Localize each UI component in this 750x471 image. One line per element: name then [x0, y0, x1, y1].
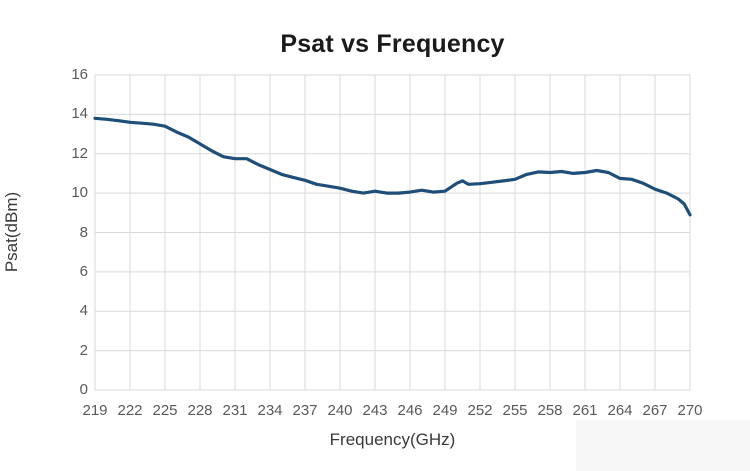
x-tick-label: 222	[117, 402, 143, 419]
x-tick-label: 231	[222, 402, 248, 419]
y-tick-label: 14	[71, 105, 88, 123]
x-tick-label: 234	[257, 402, 283, 419]
x-tick-label: 246	[397, 402, 423, 419]
y-tick-label: 4	[79, 302, 88, 320]
x-tick-label: 261	[572, 402, 598, 419]
watermark-area	[576, 420, 750, 471]
y-tick-label: 10	[71, 184, 88, 202]
y-tick-label: 12	[71, 144, 88, 162]
x-tick-label: 264	[607, 402, 633, 419]
x-tick-label: 255	[502, 402, 528, 419]
x-tick-label: 252	[467, 402, 493, 419]
psat-series-line	[93, 116, 692, 217]
x-tick-label: 219	[82, 402, 108, 419]
chart-title: Psat vs Frequency	[280, 30, 505, 58]
x-tick-label: 240	[327, 402, 353, 419]
x-axis-label: Frequency(GHz)	[329, 430, 456, 449]
x-tick-label: 258	[537, 402, 563, 419]
x-tick-label: 237	[292, 402, 318, 419]
y-tick-label: 0	[79, 381, 88, 398]
y-tick-label: 6	[79, 262, 88, 280]
x-tick-label: 225	[152, 402, 178, 419]
y-axis-label: Psat(dBm)	[2, 191, 21, 273]
y-tick-label: 8	[79, 223, 88, 241]
x-tick-label: 228	[187, 402, 213, 419]
x-tick-label: 243	[362, 402, 388, 419]
y-tick-label: 16	[71, 66, 88, 83]
x-tick-label: 249	[432, 402, 458, 419]
plot-border	[94, 74, 691, 391]
x-tick-label: 267	[642, 402, 668, 419]
x-tick-label: 270	[677, 402, 703, 419]
y-tick-label: 2	[79, 341, 88, 359]
